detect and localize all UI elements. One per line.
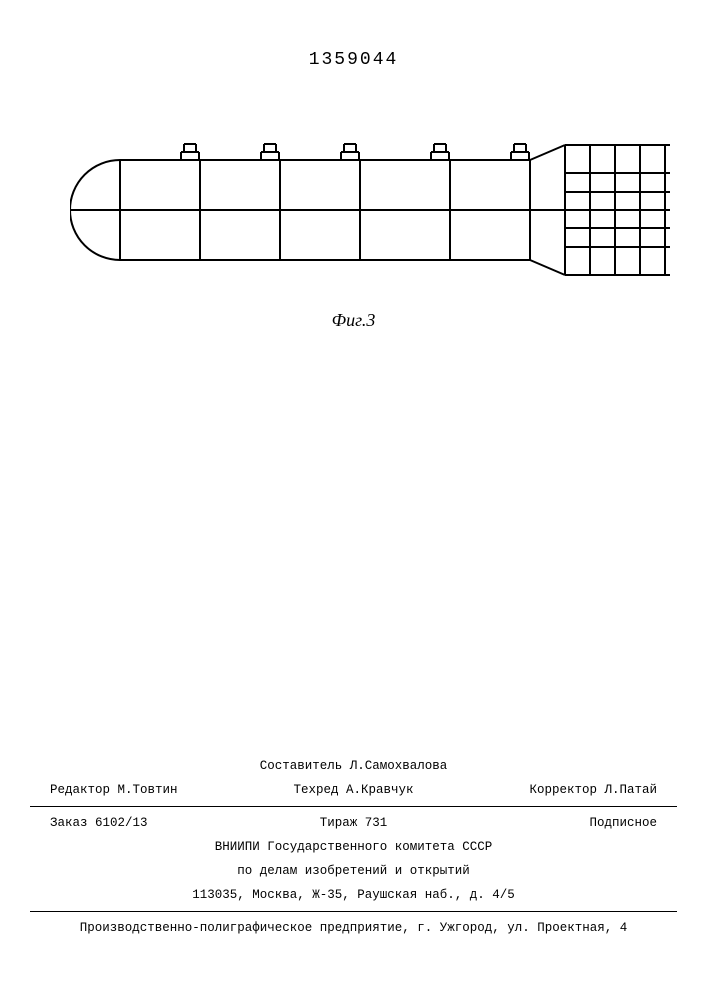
footer-org1: ВНИИПИ Государственного комитета СССР xyxy=(30,835,677,859)
footer-corrector: Корректор Л.Патай xyxy=(455,780,657,800)
footer-editor: Редактор М.Товтин xyxy=(50,780,252,800)
footer-address: 113035, Москва, Ж-35, Раушская наб., д. … xyxy=(30,883,677,907)
footer-subscribed: Подписное xyxy=(455,813,657,833)
footer-compiler: Составитель Л.Самохвалова xyxy=(30,754,677,778)
footer-print-run: Тираж 731 xyxy=(252,813,454,833)
figure-label: Фиг.3 xyxy=(332,310,376,331)
figure-svg xyxy=(70,120,670,300)
divider xyxy=(30,806,677,807)
footer-org2: по делам изобретений и открытий xyxy=(30,859,677,883)
footer-block: Составитель Л.Самохвалова Редактор М.Тов… xyxy=(30,754,677,940)
page-number: 1359044 xyxy=(309,50,399,70)
footer-order: Заказ 6102/13 xyxy=(50,813,252,833)
footer-bottom: Производственно-полиграфическое предприя… xyxy=(30,916,677,940)
figure-3 xyxy=(70,120,670,320)
footer-techred: Техред А.Кравчук xyxy=(252,780,454,800)
divider xyxy=(30,911,677,912)
